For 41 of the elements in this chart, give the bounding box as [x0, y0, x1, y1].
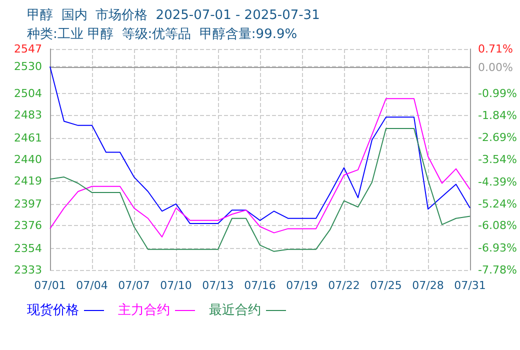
line-series: [50, 98, 470, 238]
y2-tick-label: -4.39%: [478, 175, 517, 188]
y-tick-label: 2483: [14, 108, 42, 122]
y-tick-label: 2419: [14, 174, 42, 188]
y-tick-label: 2504: [14, 86, 42, 100]
y2-tick-label: 0.71%: [478, 42, 513, 56]
legend-label: 现货价格: [27, 303, 79, 318]
chart-subtitle: 种类:工业 甲醇 等级:优等品 甲醇含量:99.9%: [27, 27, 298, 42]
legend-label: 最近合约: [209, 303, 261, 318]
x-tick-label: 07/13: [202, 279, 234, 292]
x-tick-label: 07/25: [370, 279, 402, 292]
x-tick-label: 07/07: [118, 279, 150, 292]
x-tick-label: 07/28: [412, 279, 444, 292]
y-tick-label: 2397: [14, 197, 42, 210]
y2-tick-label: -0.99%: [478, 86, 517, 100]
y-tick-label: 2333: [14, 264, 42, 276]
y-tick-label: 2376: [14, 219, 42, 232]
y-tick-label: 2354: [14, 242, 42, 255]
x-tick-label: 07/01: [34, 279, 66, 292]
line-series: [50, 128, 470, 252]
x-tick-label: 07/16: [244, 279, 276, 292]
x-tick-label: 07/04: [76, 279, 108, 292]
y-tick-label: 2440: [14, 153, 42, 166]
y2-tick-label: -6.08%: [478, 219, 517, 232]
y-tick-label: 2461: [14, 131, 42, 144]
y-tick-label: 2530: [14, 60, 42, 74]
y-tick-label: 2547: [14, 42, 42, 56]
y2-tick-label: -7.78%: [478, 264, 517, 276]
x-tick-label: 07/19: [286, 279, 318, 292]
x-tick-label: 07/10: [160, 279, 192, 292]
chart-title: 甲醇 国内 市场价格 2025-07-01 - 2025-07-31: [27, 8, 320, 23]
y2-tick-label: -3.54%: [478, 153, 517, 166]
y2-tick-label: -1.84%: [478, 108, 517, 122]
x-tick-label: 07/31: [454, 279, 486, 292]
y2-tick-label: -5.24%: [478, 197, 517, 210]
legend-label: 主力合约: [118, 302, 170, 318]
x-tick-label: 07/22: [328, 279, 360, 292]
line-series: [50, 66, 470, 224]
y2-tick-label: -2.69%: [478, 131, 517, 144]
y2-tick-label: 0.00%: [478, 60, 513, 74]
y2-tick-label: -6.93%: [478, 241, 517, 254]
